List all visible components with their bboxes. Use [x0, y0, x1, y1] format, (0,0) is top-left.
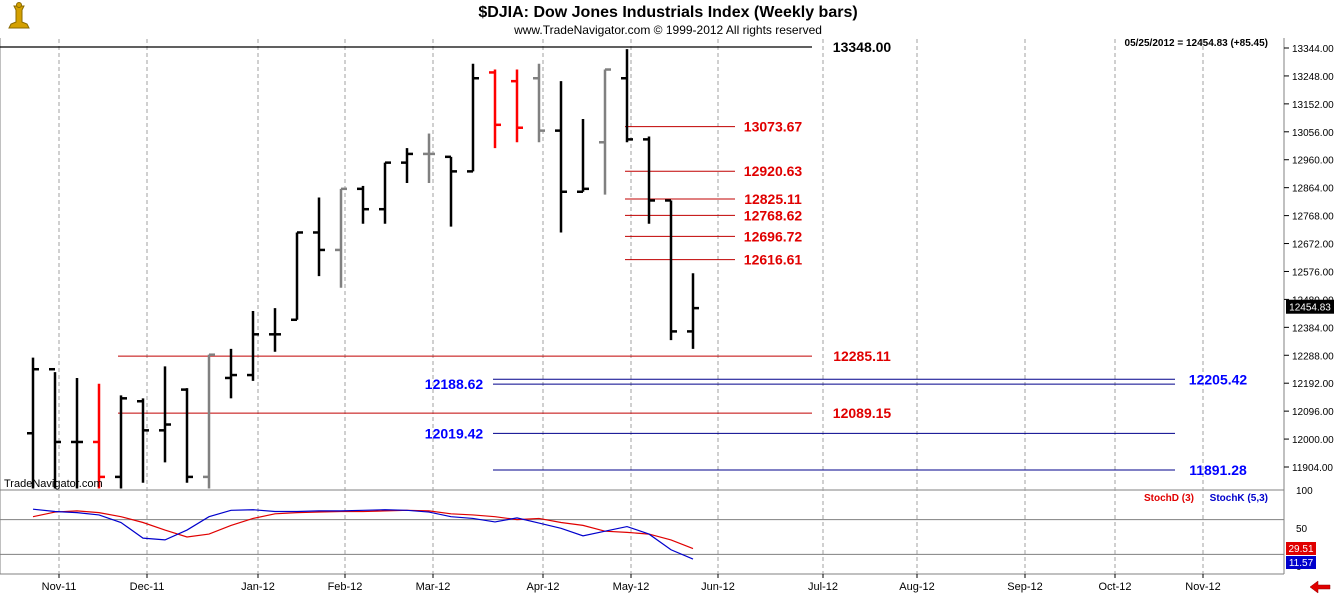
stochd-value-marker	[1286, 542, 1316, 555]
level-label: 13348.00	[833, 39, 892, 55]
ohlc-bar	[71, 377, 83, 489]
level-label: 12205.42	[1189, 371, 1248, 387]
ohlc-bar	[445, 155, 457, 227]
level-lines: 13348.00 13073.67 12920.63 12825.1112768.62…	[0, 39, 1247, 478]
vertical-gridlines	[58, 39, 1204, 574]
stochd-value: 29.51	[1288, 544, 1313, 555]
ohlc-bar	[115, 395, 127, 489]
ohlc-bar	[643, 136, 655, 224]
level-label: 11891.28	[1189, 462, 1247, 478]
ohlc-bar	[577, 118, 589, 193]
ohlc-bar	[489, 69, 501, 149]
level-label: 12696.72	[744, 228, 803, 244]
plot-frame	[0, 38, 1285, 575]
price-tick-label: 12192.00	[1292, 379, 1334, 390]
ohlc-bar	[335, 187, 347, 288]
ohlc-bar	[181, 388, 193, 483]
price-tick-label: 12768.00	[1292, 212, 1334, 223]
ohlc-bar	[621, 49, 633, 143]
x-tick-label: Jun-12	[701, 581, 735, 593]
price-tick-label: 13248.00	[1292, 72, 1334, 83]
level-label: 12188.62	[425, 376, 484, 392]
level-label: 12825.11	[744, 191, 802, 207]
level-label: 13073.67	[744, 119, 803, 135]
stochk-legend: StochK (5,3)	[1210, 493, 1268, 504]
x-tick-label: Jul-12	[808, 581, 838, 593]
stochk-value: 11.57	[1289, 558, 1314, 569]
stoch-tick-label: 100	[1296, 486, 1313, 497]
price-tick-label: 11904.00	[1292, 463, 1333, 474]
price-tick-label: 13056.00	[1292, 128, 1334, 139]
price-tick-label: 12576.00	[1292, 267, 1334, 278]
scroll-right-arrow-icon[interactable]	[1303, 580, 1335, 594]
ohlc-bar	[687, 273, 699, 349]
ohlc-bar	[423, 133, 435, 184]
price-axis: 13344.00 13248.00 13152.00 13056.00 12960.00…	[1284, 44, 1334, 474]
ohlc-bar	[49, 367, 61, 489]
ohlc-bar	[313, 197, 325, 277]
stochd-line	[32, 509, 694, 550]
trade-navigator-logo-icon	[4, 2, 34, 34]
stochk-line	[32, 508, 694, 560]
chart-subtitle: www.TradeNavigator.com © 1999-2012 All r…	[513, 23, 822, 37]
ohlc-bar	[291, 231, 303, 322]
watermark: TradeNavigator.com	[4, 478, 103, 490]
price-tick-label: 12000.00	[1292, 435, 1334, 446]
stoch-tick-label: 50	[1296, 524, 1308, 535]
x-tick-label: Mar-12	[416, 581, 451, 593]
price-tick-label: 12096.00	[1292, 407, 1334, 418]
ohlc-bar	[269, 308, 281, 352]
ohlc-bar	[401, 148, 413, 184]
ohlc-bar	[599, 68, 611, 195]
level-label: 12019.42	[425, 425, 484, 441]
x-tick-label: Sep-12	[1007, 581, 1042, 593]
stochd-legend: StochD (3)	[1144, 493, 1194, 504]
ohlc-bar	[159, 366, 171, 463]
ohlc-bar	[357, 185, 369, 224]
ohlc-bar	[247, 311, 259, 381]
price-tick-label: 12288.00	[1292, 351, 1334, 362]
price-tick-label: 12672.00	[1292, 240, 1334, 251]
ohlc-bars	[27, 49, 699, 489]
ohlc-bar	[27, 357, 39, 489]
ohlc-bar	[225, 348, 237, 399]
ohlc-bar	[511, 69, 523, 143]
ohlc-bar	[665, 199, 677, 341]
ohlc-bar	[93, 383, 105, 489]
x-tick-label: Jan-12	[241, 581, 275, 593]
x-tick-label: Apr-12	[526, 581, 559, 593]
chart-title: $DJIA: Dow Jones Industrials Index (Week…	[478, 4, 857, 21]
level-label: 12768.62	[744, 207, 803, 223]
stochk-value-marker	[1286, 556, 1316, 569]
level-label: 12089.15	[833, 405, 892, 421]
ohlc-bar	[203, 353, 215, 489]
x-tick-label: Aug-12	[899, 581, 934, 593]
time-axis: Nov-11 Dec-11 Jan-12 Feb-12 Mar-12 Apr-12 May-…	[42, 574, 1221, 593]
ohlc-bar	[555, 81, 567, 233]
x-tick-label: Feb-12	[328, 581, 363, 593]
ohlc-bar	[533, 63, 545, 143]
ohlc-bar	[379, 161, 391, 224]
level-label: 12285.11	[833, 348, 891, 364]
x-tick-label: Oct-12	[1098, 581, 1131, 593]
price-tick-label: 13152.00	[1292, 100, 1334, 111]
ohlc-bar	[137, 398, 149, 483]
x-tick-label: Nov-11	[42, 581, 77, 593]
ohlc-bar	[467, 63, 479, 173]
level-label: 12920.63	[744, 163, 803, 179]
price-tick-label: 12384.00	[1292, 323, 1334, 334]
price-tick-label: 12960.00	[1292, 156, 1334, 167]
last-price-info: 05/25/2012 = 12454.83 (+85.45)	[1125, 38, 1268, 49]
last-price-label: 12454.83	[1289, 303, 1331, 314]
x-tick-label: Nov-12	[1185, 581, 1220, 593]
price-tick-label: 12864.00	[1292, 184, 1334, 195]
last-price-marker	[1286, 299, 1334, 314]
level-label: 12616.61	[744, 252, 803, 268]
x-tick-label: Dec-11	[130, 581, 165, 593]
x-tick-label: May-12	[613, 581, 650, 593]
price-tick-label: 13344.00	[1292, 44, 1334, 55]
